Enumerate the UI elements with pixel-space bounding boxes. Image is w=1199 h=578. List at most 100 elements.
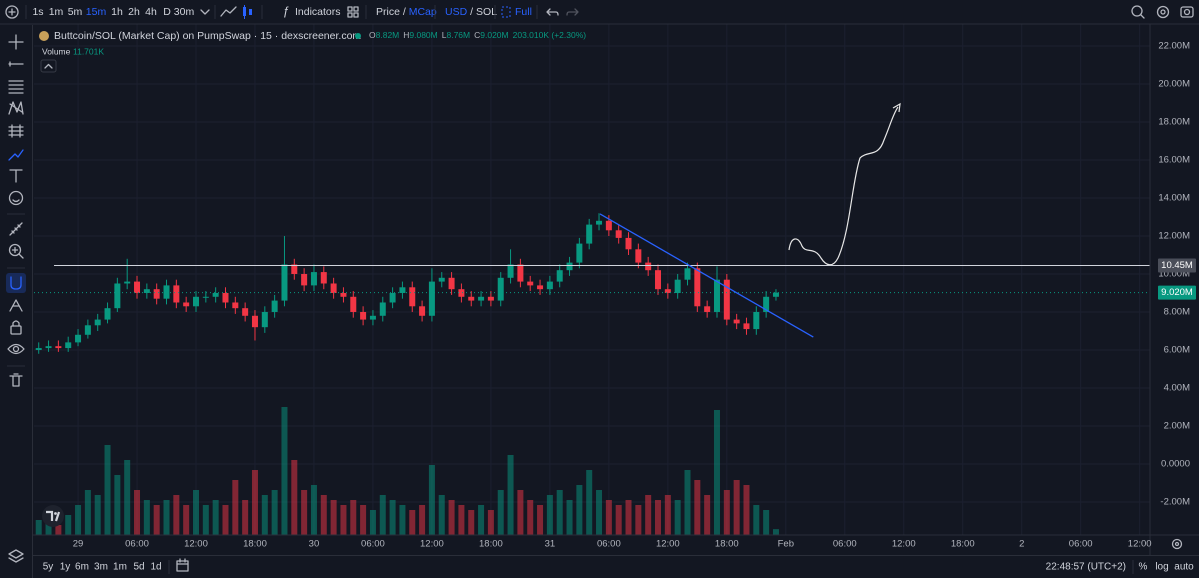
snapshot-button[interactable] <box>1180 6 1194 18</box>
candle-body <box>281 264 288 301</box>
interval-button[interactable]: 4h <box>145 6 157 18</box>
candle-body <box>212 292 219 297</box>
full-button[interactable]: Full <box>515 6 532 18</box>
interval-button[interactable]: 2h <box>128 6 140 18</box>
x-tick-label: 06:00 <box>1069 539 1093 550</box>
delete-tool[interactable] <box>9 373 23 387</box>
candle-body <box>576 243 583 263</box>
interval-button[interactable]: 1m <box>49 6 64 18</box>
candle-body <box>674 279 681 293</box>
trendline-tool[interactable] <box>8 61 24 67</box>
stay-drawing-tool[interactable] <box>9 299 23 312</box>
x-tick-label: 06:00 <box>361 539 385 550</box>
candle-body <box>360 311 367 320</box>
volume-bar <box>271 490 278 535</box>
volume-bar <box>261 495 268 535</box>
range-button[interactable]: 5y <box>43 562 54 573</box>
interval-button[interactable]: D <box>163 6 171 18</box>
measure-tool[interactable] <box>9 222 23 236</box>
candle-body <box>242 308 249 316</box>
candle-body <box>222 292 229 303</box>
volume-bar <box>428 465 435 535</box>
interval-dropdown[interactable] <box>200 9 210 15</box>
x-tick-label: 18:00 <box>243 539 267 550</box>
ohlc-item: 9.020M <box>480 30 508 40</box>
indicators-button[interactable]: Indicators <box>295 6 341 18</box>
candle-style-button[interactable] <box>243 5 252 19</box>
volume-bar <box>173 495 180 535</box>
goto-date-button[interactable] <box>176 558 189 572</box>
range-button[interactable]: 1y <box>60 562 71 573</box>
log-toggle[interactable]: log <box>1155 562 1168 573</box>
candle-body <box>183 302 190 307</box>
emoji-tool[interactable] <box>8 190 24 206</box>
icon <box>5 5 19 19</box>
brush-tool[interactable] <box>8 149 24 161</box>
volume-bar <box>458 505 465 535</box>
volume-bar <box>65 515 72 535</box>
icon <box>7 343 25 355</box>
redo-button[interactable] <box>566 8 579 16</box>
x-tick-label: 18:00 <box>479 539 503 550</box>
y-tick-label: -2.00M <box>1160 496 1190 507</box>
interval-button[interactable]: 1s <box>32 6 43 18</box>
object-tree-button[interactable] <box>8 549 24 563</box>
percent-toggle[interactable]: % <box>1139 562 1148 573</box>
volume-layer <box>35 407 779 535</box>
interval-button[interactable]: 15m <box>86 6 107 18</box>
icon <box>12 345 20 353</box>
zoom-tool[interactable] <box>8 243 24 259</box>
candle-body <box>694 268 701 307</box>
range-button[interactable]: 1d <box>150 562 161 573</box>
alert-button[interactable] <box>1131 5 1145 19</box>
crosshair-tool[interactable] <box>8 34 24 50</box>
y-tick-label: 4.00M <box>1164 382 1190 393</box>
volume-bar <box>369 510 376 535</box>
volume-bar <box>694 480 701 535</box>
icon <box>1171 538 1183 550</box>
freehand-drawing <box>788 106 899 266</box>
range-button[interactable]: 5d <box>133 562 144 573</box>
volume-bar <box>704 495 711 535</box>
forecast-tool[interactable] <box>8 124 24 138</box>
price-mcap-toggle[interactable]: Price / MCap <box>376 6 437 18</box>
volume-bar <box>556 490 563 535</box>
layout-button[interactable] <box>347 6 359 18</box>
currency-toggle[interactable]: USD / SOL <box>445 6 497 18</box>
icon <box>1156 5 1170 19</box>
usd-option: USD <box>445 6 468 18</box>
y-tick-label: 0.0000 <box>1161 458 1190 469</box>
range-button[interactable]: 3m <box>94 562 108 573</box>
range-button[interactable]: 6m <box>75 562 89 573</box>
undo-button[interactable] <box>546 8 559 16</box>
range-button[interactable]: 1m <box>113 562 127 573</box>
interval-button[interactable]: 5m <box>68 6 83 18</box>
volume-bar <box>713 410 720 535</box>
candle-body <box>153 289 160 299</box>
settings-button[interactable] <box>1156 5 1170 19</box>
visibility-tool[interactable] <box>7 343 25 355</box>
volume-bar <box>743 485 750 535</box>
magnet-tool-active[interactable] <box>6 273 26 293</box>
volume-bar <box>674 500 681 535</box>
fib-tool[interactable] <box>8 80 24 94</box>
volume-bar <box>625 500 632 535</box>
collapse-legend-button[interactable] <box>40 59 57 73</box>
interval-button[interactable]: 1h <box>111 6 123 18</box>
icon <box>176 560 189 572</box>
line-style-button[interactable] <box>220 6 237 17</box>
pattern-tool[interactable] <box>8 101 24 115</box>
volume-bar <box>615 505 622 535</box>
volume-bar <box>94 495 101 535</box>
text-tool[interactable] <box>9 169 23 183</box>
auto-toggle[interactable]: auto <box>1174 562 1194 573</box>
candle-body <box>114 283 121 309</box>
add-symbol-button[interactable] <box>5 5 19 19</box>
interval-button[interactable]: 30m <box>174 6 195 18</box>
x-tick-label: 18:00 <box>951 539 975 550</box>
lock-tool[interactable] <box>10 320 22 335</box>
candle-body <box>369 315 376 320</box>
axis-settings-button[interactable] <box>1171 538 1183 550</box>
icon <box>1140 14 1145 19</box>
candle-body <box>419 306 426 316</box>
